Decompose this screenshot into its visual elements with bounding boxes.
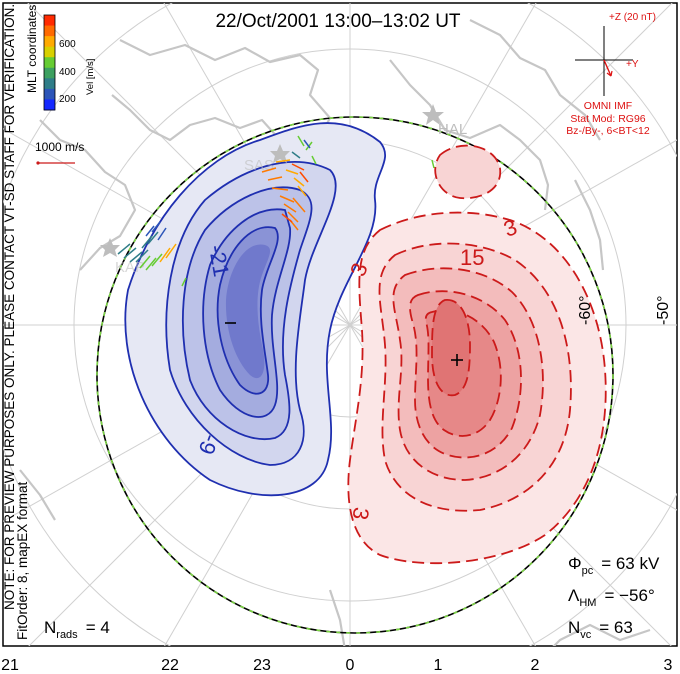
coastlines	[19, 19, 651, 646]
heppner-maynard-boundary-vectors	[96, 116, 614, 634]
velocity-colorbar	[43, 14, 56, 111]
mlt-tick-0: 0	[346, 657, 355, 674]
latitude-label-50: -50°	[655, 295, 672, 325]
nrads-subscript: rads	[56, 629, 78, 641]
potential-maximum-marker	[451, 354, 463, 366]
colorbar-tick-200: 200	[59, 94, 76, 105]
mlt-tick-21: 21	[1, 657, 19, 674]
hm-boundary-latitude: ΛHM = −56°	[568, 586, 655, 609]
colorbar-segment	[44, 15, 55, 27]
colorbar-outline	[43, 14, 56, 111]
nvc-subscript: vc	[580, 629, 592, 641]
colorbar-tick-600: 600	[59, 39, 76, 50]
cross-polar-potential: Φpc = 63 kV	[568, 554, 660, 577]
colorbar-segment	[44, 67, 55, 79]
pos-contour-small	[434, 144, 501, 200]
radar-sites: HAL SAS KAP	[100, 104, 467, 276]
lambda-value: = −56°	[604, 586, 654, 605]
phi-subscript: pc	[582, 565, 594, 577]
mlt-tick-1: 1	[434, 657, 443, 674]
nvc-symbol: N	[568, 618, 580, 637]
imf-by-label: +Y	[626, 59, 639, 70]
velocity-vectors	[117, 135, 435, 287]
mlt-tick-3: 3	[664, 657, 673, 674]
colorbar-segment	[44, 88, 55, 100]
station-kap-label: KAP	[115, 259, 145, 276]
imf-vector	[603, 59, 612, 77]
phi-symbol: Φ	[568, 554, 582, 573]
neg-contour-core	[225, 244, 271, 379]
reference-vector	[36, 161, 75, 165]
colorbar-segment	[44, 57, 55, 69]
fit-order-text: FitOrder: 8, mapEX format	[15, 481, 30, 640]
imf-bz-label: +Z (20 nT)	[609, 12, 656, 23]
latitude-label-60: -60°	[577, 295, 594, 325]
mlt-tick-2: 2	[531, 657, 540, 674]
station-hal-label: HAL	[438, 121, 467, 138]
phi-value: = 63 kV	[601, 554, 660, 573]
neg-contour-label-1: -21	[204, 243, 234, 279]
station-sas-label: SAS	[244, 157, 274, 174]
map-title: 22/Oct/2001 13:00–13:02 UT	[215, 11, 460, 32]
nrads-value: = 4	[86, 618, 110, 637]
imf-clock-dial	[575, 26, 633, 96]
colorbar-axis-label: Vel [m/s]	[85, 59, 96, 95]
radar-count: Nrads = 4	[44, 618, 110, 641]
positive-potential-cell	[347, 144, 607, 565]
pos-contour-label-2: 15	[460, 245, 484, 270]
imf-title: OMNI IMF	[584, 100, 632, 112]
mlt-tick-22: 22	[161, 657, 179, 674]
watermark-text: NOTE: FOR PREVIEW PURPOSES ONLY. PLEASE …	[2, 4, 17, 610]
pos-contour-label-4: 3	[347, 505, 374, 521]
imf-condition: Bz-/By-, 6<BT<12	[566, 125, 650, 137]
station-kap: KAP	[100, 238, 145, 276]
colorbar-segment	[44, 36, 55, 48]
station-sas: SAS	[244, 144, 290, 174]
colorbar-segment	[44, 99, 55, 111]
vector-count: Nvc = 63	[568, 618, 633, 641]
pos-contour-core	[431, 299, 471, 397]
lambda-subscript: HM	[579, 597, 596, 609]
lambda-symbol: Λ	[568, 586, 580, 605]
nrads-symbol: N	[44, 618, 56, 637]
colorbar-segment	[44, 46, 55, 58]
colorbar-segment	[44, 25, 55, 37]
mlt-coordinates-label: MLT coordinates	[25, 5, 39, 93]
mlt-axis: 21 22 23 0 1 2 3	[1, 657, 672, 674]
station-hal: HAL	[422, 104, 467, 138]
nvc-value: = 63	[599, 618, 633, 637]
imf-stat-model: Stat Mod: RG96	[570, 113, 645, 125]
colorbar-tick-400: 400	[59, 67, 76, 78]
colorbar-segment	[44, 78, 55, 90]
reference-vector-label: 1000 m/s	[35, 140, 84, 154]
negative-potential-cell	[124, 122, 386, 497]
mlt-tick-23: 23	[253, 657, 271, 674]
